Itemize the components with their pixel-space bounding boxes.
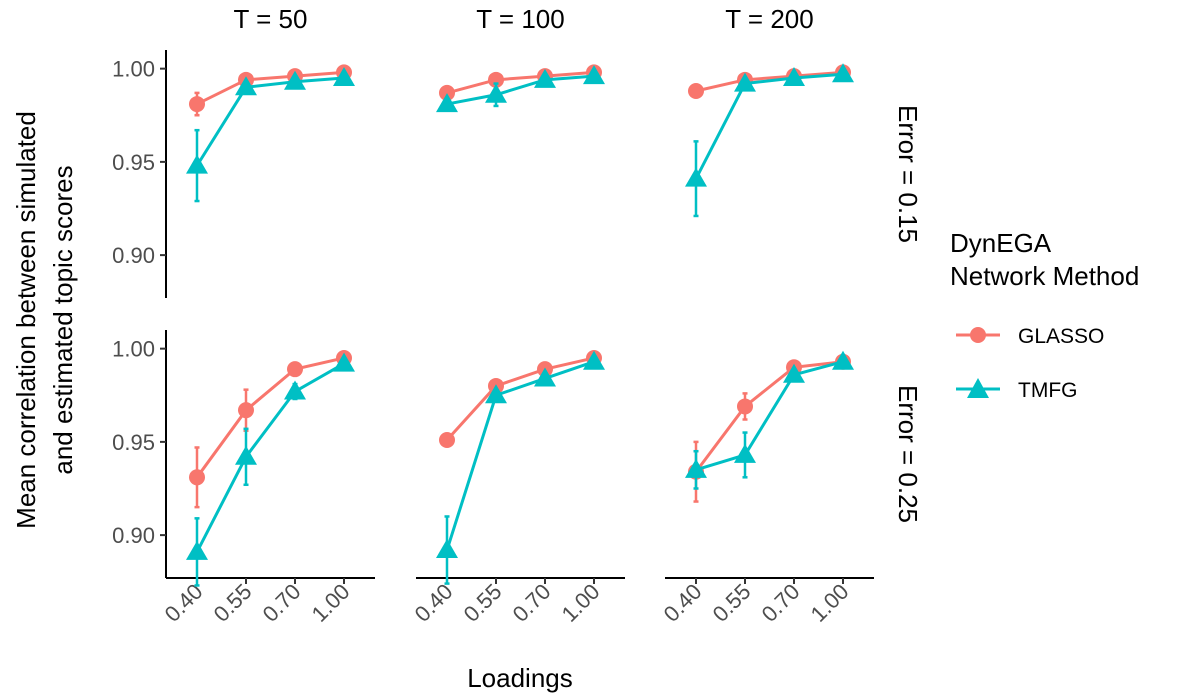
glasso-point [189,469,205,486]
glasso-series-line [446,70,595,95]
tmfg-point [534,367,556,387]
y-tick-label: 0.95 [112,430,155,455]
tmfg-point [436,539,458,559]
tmfg-point [583,65,605,85]
panel-title-t-200: T = 200 [725,4,813,34]
row-title-error-0-25: Error = 0.25 [893,385,923,523]
chart-panels: T = 50 T = 100 T = 200 Error = 0.15 Error = … [112,4,923,627]
tmfg-series-line [695,360,844,472]
legend-tmfg-marker [967,378,989,398]
tmfg-point [186,540,208,560]
x-tick-label: 0.40 [160,579,208,627]
tmfg-point [734,72,756,92]
tmfg-series-line [446,74,595,106]
tmfg-point [284,70,306,90]
glasso-series-line [196,70,345,106]
x-tick-label: 1.00 [806,579,854,627]
x-tick-label: 0.40 [410,579,458,627]
glasso-point [488,71,504,88]
glasso-point [737,398,753,415]
x-tick-label: 1.00 [307,579,355,627]
panel-t-200-error-0-15 [685,63,854,218]
tmfg-point [436,93,458,113]
legend-title-line-2: Network Method [950,261,1139,291]
glasso-point [439,84,455,101]
x-tick-label: 0.70 [757,579,805,627]
y-axis-title-line-1: Mean correlation between simulated [11,111,41,529]
tmfg-point [485,384,507,404]
legend: DynEGA Network Method GLASSO TMFG [950,228,1139,402]
y-tick-label: 0.90 [112,523,155,548]
tmfg-point [186,154,208,174]
tmfg-point [284,380,306,400]
glasso-point [688,83,704,100]
tmfg-point [783,363,805,383]
tmfg-point [333,352,355,372]
tmfg-point [734,443,756,463]
panel-title-t-50: T = 50 [234,4,308,34]
legend-glasso-marker [970,327,986,343]
y-tick-label: 1.00 [112,337,155,362]
panel-t-100-error-0-25: 0.40 0.55 0.70 1.00 [410,349,625,627]
panel-t-50-error-0-25: 0.900.951.000.40 0.55 0.70 1.00 [112,330,375,627]
legend-title-line-1: DynEGA [950,228,1052,258]
glasso-series-line [195,356,345,479]
glasso-series-line [695,70,844,93]
y-tick-label: 0.95 [112,150,155,175]
panel-t-50-error-0-15: 0.90 0.95 1.00 [112,50,355,298]
legend-tmfg-label: TMFG [1018,379,1077,402]
tmfg-point [685,167,707,187]
x-tick-label: 0.55 [459,579,507,627]
glasso-point [238,402,254,419]
tmfg-point [485,83,507,103]
legend-glasso-label: GLASSO [1018,325,1104,348]
x-tick-label: 0.55 [708,579,756,627]
panel-t-100-error-0-15 [436,64,605,113]
tmfg-point [832,63,854,83]
tmfg-series-line [195,362,345,553]
glasso-series-line [445,356,595,442]
tmfg-point [832,350,854,370]
tmfg-series-line [445,360,595,551]
x-tick-label: 0.70 [508,579,556,627]
panel-t-200-error-0-25: 0.40 0.55 0.70 1.00 [659,350,874,627]
glasso-point [189,96,205,113]
y-tick-label: 1.00 [112,57,155,82]
glasso-point [287,361,303,378]
glasso-series-line [694,360,844,473]
row-title-error-0-15: Error = 0.15 [893,105,923,243]
x-axis-title: Loadings [467,663,573,693]
x-tick-label: 0.70 [258,579,306,627]
panel-title-t-100: T = 100 [476,4,564,34]
tmfg-series-line [694,72,844,180]
x-tick-label: 1.00 [557,579,605,627]
tmfg-point [534,68,556,88]
tmfg-point [783,66,805,86]
tmfg-point [685,458,707,478]
tmfg-point [583,350,605,370]
tmfg-point [333,66,355,86]
y-axis-title-line-2: and estimated topic scores [48,165,78,474]
glasso-point [439,432,455,449]
tmfg-point [235,445,257,465]
x-tick-label: 0.55 [209,579,257,627]
y-tick-label: 0.90 [112,243,155,268]
tmfg-series-line [195,76,345,167]
tmfg-point [235,76,257,96]
x-tick-label: 0.40 [659,579,707,627]
